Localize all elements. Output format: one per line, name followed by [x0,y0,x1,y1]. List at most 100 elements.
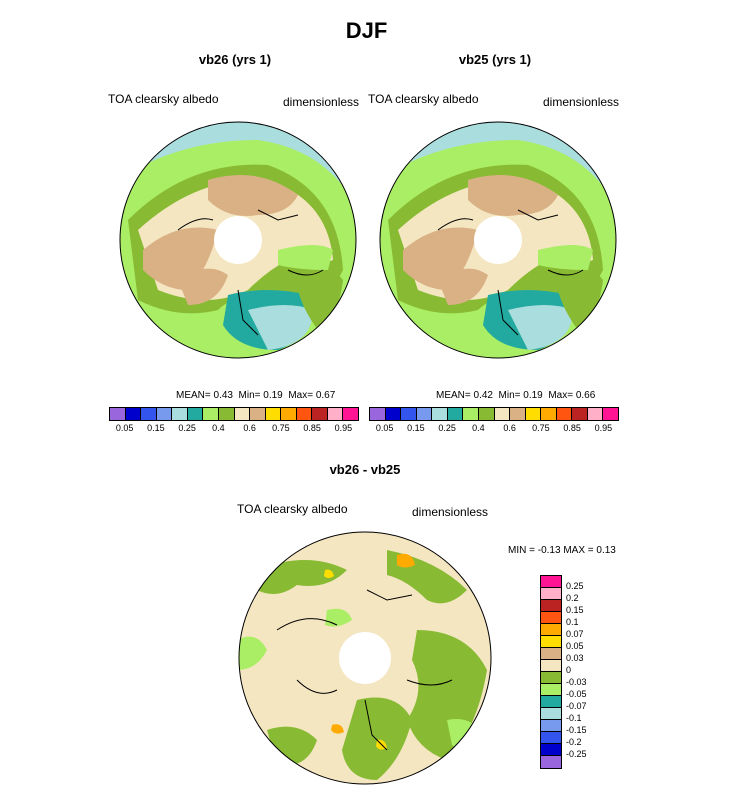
panel2-units-label: dimensionless [543,95,620,109]
panel1-colorbar-swatch [187,408,204,420]
diff-colorbar-tick-label: -0.25 [566,749,587,759]
diff-colorbar-swatch [541,576,561,588]
diff-colorbar-tick-label: -0.15 [566,725,587,735]
panel1-variable-label: TOA clearsky albedo [108,92,219,106]
diff-colorbar-swatch [541,756,561,768]
diff-colorbar-swatch [541,660,561,672]
diff-colorbar-tick-label: 0.1 [566,617,579,627]
diff-colorbar-swatch [541,600,561,612]
diff-colorbar-swatch [541,708,561,720]
diff-polar-map [238,531,492,785]
diff-colorbar-tick-label: 0 [566,665,572,675]
diff-colorbar-tick-label: 0.05 [566,641,584,651]
panel2-variable-label: TOA clearsky albedo [368,92,479,106]
panel1-colorbar-tick-label: 0.95 [334,423,353,433]
diff-stats: MIN = -0.13 MAX = 0.13 [508,545,616,556]
diff-colorbar-tick-label: 0.03 [566,653,584,663]
diff-colorbar [540,575,562,769]
panel1-min-label: Min= [238,390,261,401]
panel2-stats: MEAN= 0.42 Min= 0.19 Max= 0.66 [436,390,595,401]
panel1-colorbar-swatch [234,408,251,420]
panel2-colorbar-swatch [478,408,495,420]
panel2-colorbar-swatch [416,408,433,420]
panel1-colorbar-swatch [156,408,173,420]
diff-colorbar-tick-label: 0.07 [566,629,584,639]
panel1-colorbar-tick-label: 0.85 [303,423,321,433]
panel2-colorbar-swatch [603,408,618,420]
panel1-mean-value: 0.43 [213,390,233,401]
panel2-colorbar-tick-label: 0.15 [407,423,425,433]
diff-max-value: 0.13 [596,545,616,556]
panel1-max-value: 0.67 [315,390,336,401]
panel2-colorbar-swatch [447,408,464,420]
panel1-stats: MEAN= 0.43 Min= 0.19 Max= 0.67 [176,390,335,401]
panel1-colorbar-tick-label: 0.05 [115,423,134,433]
panel2-colorbar-tick-label: 0.4 [472,423,485,433]
panel2-colorbar-swatch [432,408,448,420]
panel2-colorbar: 0.05 0.15 0.25 0.4 0.6 0.75 0.85 0.95 [369,407,619,435]
panel2-colorbar-tick-label: 0.85 [563,423,581,433]
panel2-colorbar-swatch [510,408,526,420]
diff-colorbar-swatch [541,672,561,684]
panel2-subtitle: vb25 (yrs 1) [458,52,532,67]
diff-colorbar-tick-label: -0.03 [566,677,587,687]
panel2-colorbar-swatch [572,408,588,420]
diff-max-label: MAX = [563,545,594,556]
panel2-max-value: 0.66 [575,390,596,401]
diff-colorbar-swatch [541,636,561,648]
panel1-subtitle: vb26 (yrs 1) [198,52,272,67]
diff-colorbar-tick-label: -0.07 [566,701,587,711]
panel1-units-label: dimensionless [283,95,360,109]
panel2-colorbar-tick-label: 0.25 [438,423,456,433]
panel2-polar-map [379,121,617,359]
panel1-colorbar-swatch [265,408,282,420]
panel2-colorbar-tick-label: 0.95 [594,423,613,433]
panel2-min-value: 0.19 [523,390,543,401]
panel2-colorbar-swatch [463,408,479,420]
diff-colorbar-swatch [541,696,561,708]
panel2-colorbar-swatch [494,408,511,420]
panel2-colorbar-swatch [385,408,402,420]
panel1-min-value: 0.19 [263,390,283,401]
panel1-colorbar-swatch [250,408,266,420]
panel2-colorbar-swatch [525,408,542,420]
diff-min-value: -0.13 [537,545,561,556]
diff-min-label: MIN = [508,545,535,556]
diff-colorbar-tick-label: 0.15 [566,605,584,615]
panel1-colorbar-tick-label: 0.75 [272,423,290,433]
panel2-colorbar-swatch [401,408,417,420]
panel2-mean-value: 0.42 [473,390,493,401]
panel2-colorbar-tick-label: 0.75 [532,423,550,433]
diff-colorbar-swatch [541,588,561,600]
panel1-colorbar-swatch [312,408,328,420]
diff-colorbar-tick-label: -0.2 [566,737,582,747]
panel2-mean-label: MEAN= [436,390,471,401]
diff-subtitle: vb26 - vb25 [329,462,401,477]
panel1-colorbar-swatch [125,408,142,420]
panel2-min-label: Min= [498,390,521,401]
diff-colorbar-tick-label: 0.25 [566,581,584,591]
diff-colorbar-swatch [541,732,561,744]
panel2-colorbar-tick-label: 0.05 [375,423,394,433]
diff-colorbar-swatch [541,744,561,756]
diff-colorbar-swatch [541,684,561,696]
panel1-colorbar-swatch [296,408,313,420]
diff-variable-label: TOA clearsky albedo [237,502,348,516]
panel1-colorbar-tick-label: 0.4 [212,423,225,433]
diff-colorbar-swatch [541,612,561,624]
panel1-polar-map [119,121,357,359]
diff-colorbar-swatch [541,720,561,732]
diff-colorbar-tick-label: -0.1 [566,713,582,723]
diff-colorbar-swatch [541,624,561,636]
panel1-colorbar-tick-label: 0.15 [147,423,165,433]
panel1-colorbar-swatch [141,408,157,420]
panel1-colorbar-swatch [327,408,344,420]
panel1-colorbar-swatch [218,408,235,420]
diff-colorbar-tick-label: -0.05 [566,689,587,699]
panel1-colorbar-swatch [172,408,188,420]
diff-colorbar-swatch [541,648,561,660]
panel2-colorbar-tick-label: 0.6 [503,423,516,433]
panel1-colorbar-tick-label: 0.6 [243,423,256,433]
diff-colorbar-tick-label: 0.2 [566,593,579,603]
figure-title: DJF [345,18,388,43]
